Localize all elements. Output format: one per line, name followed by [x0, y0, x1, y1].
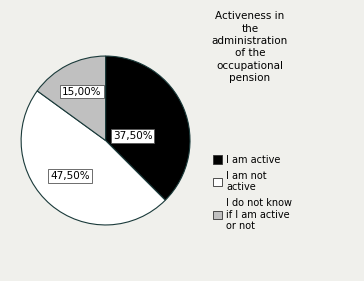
Wedge shape — [37, 56, 106, 140]
Text: 47,50%: 47,50% — [50, 171, 90, 181]
Wedge shape — [21, 91, 165, 225]
Legend: I am active, I am not
active, I do not know
if I am active
or not: I am active, I am not active, I do not k… — [209, 151, 296, 235]
Wedge shape — [106, 56, 190, 200]
Text: Activeness in
the
administration
of the
occupational
pension: Activeness in the administration of the … — [212, 11, 288, 83]
Text: 37,50%: 37,50% — [113, 131, 153, 141]
Text: 15,00%: 15,00% — [62, 87, 102, 96]
